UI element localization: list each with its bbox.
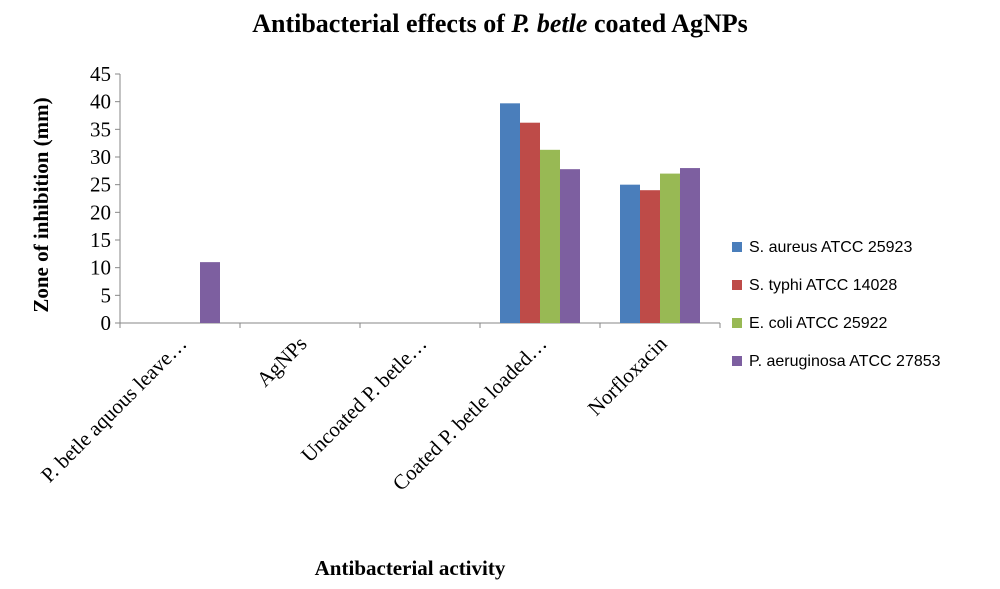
bar <box>560 169 580 323</box>
legend-label: E. coli ATCC 25922 <box>749 315 888 332</box>
legend-swatch <box>732 356 742 366</box>
chart-title: Antibacterial effects of P. betle coated… <box>252 9 748 38</box>
legend-swatch <box>732 318 742 328</box>
bar <box>660 173 680 323</box>
bar <box>500 103 520 324</box>
x-tick-label: Norfloxacin <box>583 331 672 420</box>
legend-label: P. aeruginosa ATCC 27853 <box>749 353 941 370</box>
y-tick-label: 25 <box>90 173 111 197</box>
chart-title-emphasis: P. betle <box>510 9 587 38</box>
y-tick-label: 30 <box>90 145 111 169</box>
y-tick-label: 35 <box>90 117 111 141</box>
chart-title-suffix: coated AgNPs <box>587 9 747 38</box>
chart-title-prefix: Antibacterial effects of <box>252 9 511 38</box>
x-tick-label: Uncoated P. betle… <box>296 332 431 467</box>
x-axis-title: Antibacterial activity <box>315 556 506 580</box>
y-tick-label: 40 <box>90 90 111 114</box>
bar <box>200 262 220 323</box>
legend-label: S. typhi ATCC 14028 <box>749 277 897 294</box>
y-tick-label: 20 <box>90 200 111 224</box>
y-tick-label: 45 <box>90 62 111 86</box>
legend-swatch <box>732 280 742 290</box>
y-tick-label: 0 <box>101 311 112 335</box>
plot-area: 0 5 10 15 20 25 30 35 40 45 P. betle aquous leave…… <box>36 62 721 495</box>
x-tick-label: AgNPs <box>252 332 312 392</box>
legend-swatch <box>732 242 742 252</box>
x-tick-label: P. betle aquous leave… <box>36 332 192 488</box>
bar <box>520 122 540 324</box>
y-tick-label: 10 <box>90 256 111 280</box>
bar <box>680 168 700 323</box>
bar <box>620 184 640 323</box>
y-tick-label: 5 <box>101 283 112 307</box>
chart-legend: S. aureus ATCC 25923 S. typhi ATCC 14028 E… <box>732 239 941 370</box>
legend-label: S. aureus ATCC 25923 <box>749 239 912 256</box>
bar <box>540 149 560 323</box>
y-axis-title: Zone of inhibition (mm) <box>29 97 53 312</box>
y-tick-label: 15 <box>90 228 111 252</box>
bar <box>640 190 660 323</box>
